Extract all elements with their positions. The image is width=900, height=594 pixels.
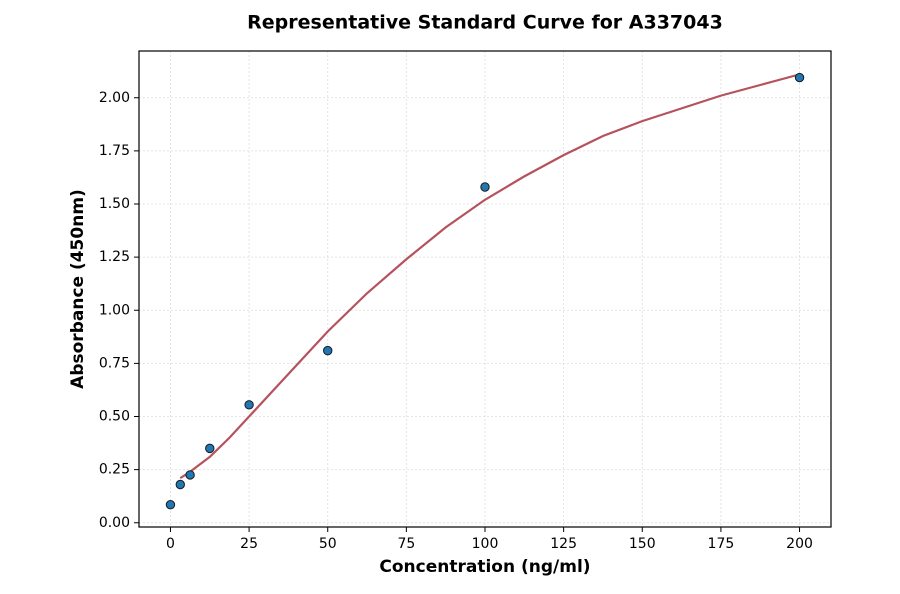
data-point xyxy=(480,182,490,192)
x-tick-label: 200 xyxy=(786,536,813,552)
chart-title: Representative Standard Curve for A33704… xyxy=(247,12,723,34)
data-point xyxy=(185,470,195,480)
fit-curve xyxy=(179,73,800,480)
x-tick-label: 125 xyxy=(550,536,577,552)
y-tick-label: 1.00 xyxy=(99,302,130,318)
plot-frame xyxy=(138,50,832,528)
data-point xyxy=(205,443,215,454)
data-point xyxy=(323,345,333,356)
data-point xyxy=(794,72,805,83)
data-point xyxy=(165,499,176,510)
y-tick-label: 2.00 xyxy=(99,90,130,106)
y-tick-label: 1.25 xyxy=(99,249,130,265)
x-tick-label: 50 xyxy=(319,536,337,552)
y-tick-label: 0.25 xyxy=(99,462,130,478)
x-tick-label: 100 xyxy=(472,536,499,552)
x-tick-label: 75 xyxy=(397,536,415,552)
y-tick-label: 0.00 xyxy=(99,515,130,531)
y-tick-label: 1.75 xyxy=(99,143,130,159)
data-point xyxy=(175,479,185,490)
x-axis-label: Concentration (ng/ml) xyxy=(379,557,590,577)
data-point xyxy=(244,400,254,410)
x-tick-label: 25 xyxy=(240,536,258,552)
x-tick-label: 175 xyxy=(708,536,735,552)
y-tick-label: 0.50 xyxy=(99,409,130,425)
y-tick-label: 1.50 xyxy=(99,196,130,212)
x-tick-label: 150 xyxy=(629,536,656,552)
y-tick-label: 0.75 xyxy=(99,355,130,371)
y-axis-label: Absorbance (450nm) xyxy=(68,189,88,389)
x-tick-label: 0 xyxy=(166,536,175,552)
